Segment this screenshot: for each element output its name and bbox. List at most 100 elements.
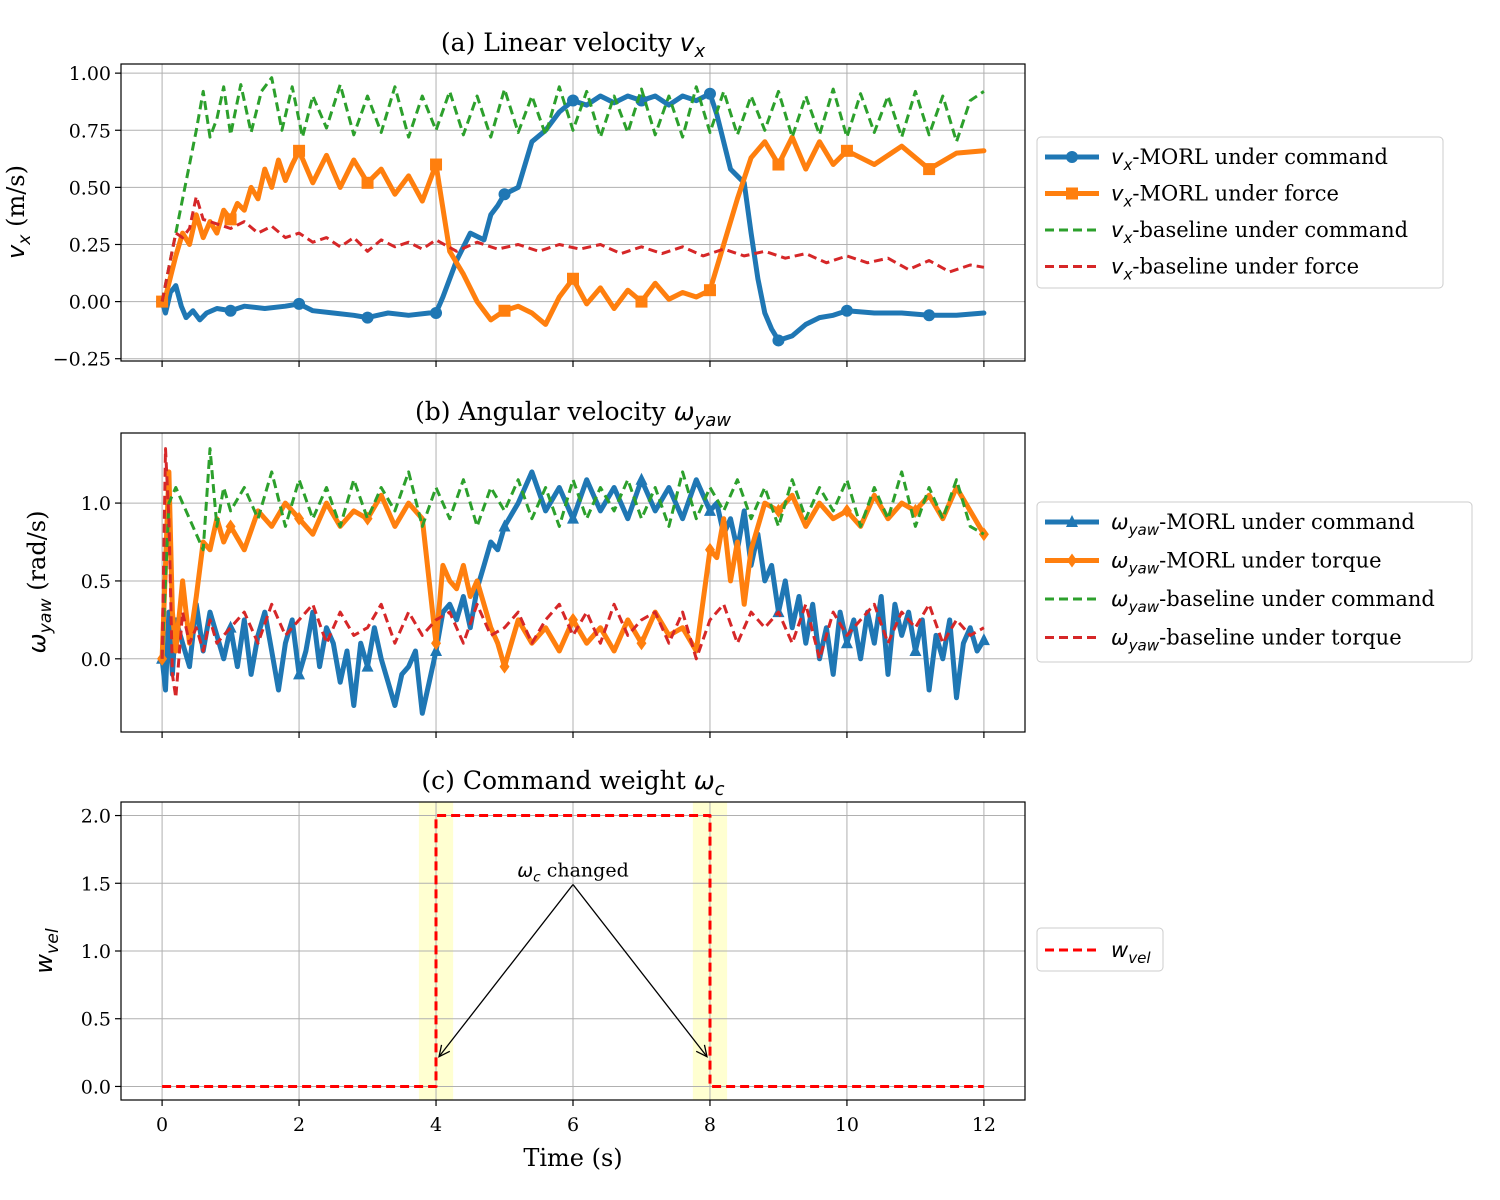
- legend-label-a-1: vx-MORL under force: [1111, 182, 1339, 211]
- panel-a-legend-box: [1036, 136, 1444, 289]
- ytick-label-1: 0.00: [69, 292, 111, 314]
- legend-label-b-0: ωyaw-MORL under command: [1111, 510, 1415, 539]
- panel-c-legend-box: [1036, 927, 1164, 972]
- panel-c-xticks: 0 2 4 6 8 10 12: [156, 1100, 996, 1136]
- series-marker-a-1-41: [567, 272, 579, 285]
- series-marker-a-1-56: [772, 158, 785, 171]
- ytick-label-0: −0.25: [53, 349, 111, 371]
- series-marker-b-0-52: [498, 519, 511, 532]
- panel-a-frame: [120, 63, 1026, 362]
- panel-b-yticks: 0.0 0.5 1.0: [81, 493, 121, 671]
- ytick-label-2: 1.0: [81, 493, 111, 515]
- ytick-label-0: 0.0: [81, 1076, 111, 1098]
- series-marker-a-1-0: [156, 295, 169, 308]
- xtick-label-6: 12: [972, 1114, 996, 1136]
- legend-marker-b-1: [1067, 553, 1077, 568]
- legend-label-a-2: vx-baseline under command: [1111, 218, 1408, 247]
- series-marker-a-0-18: [361, 311, 374, 324]
- series-marker-b-0-32: [361, 659, 374, 672]
- panel-a-title: (a) Linear velocity vx: [441, 28, 706, 62]
- panel-a-yticks: −0.25 0.00 0.25 0.50 0.75 1.00: [53, 63, 121, 371]
- panel-b-ylabel: ωyaw (rad/s): [23, 511, 56, 654]
- panel-b-title: (b) Angular velocity ωyaw: [415, 397, 731, 431]
- xtick-label-4: 8: [704, 1114, 716, 1136]
- series-marker-a-1-36: [498, 304, 511, 317]
- xtick-label-3: 6: [567, 1114, 579, 1136]
- series-marker-b-1-47: [636, 636, 647, 651]
- series-marker-a-0-14: [293, 297, 306, 310]
- annotation-label: ωc changed: [517, 860, 629, 886]
- panel-c: ωc changed 0.0 0.5 1.0 1.5 2.0 0 2 4 6 8 10 12 (c)…: [30, 766, 1164, 1172]
- legend-marker-a-0: [1066, 151, 1078, 163]
- panel-c-ylabel: wvel: [30, 928, 63, 973]
- series-marker-a-0-10: [224, 304, 237, 317]
- series-marker-b-0-62: [635, 472, 648, 485]
- annotation-arrow-1: [572, 884, 708, 1058]
- xtick-label-5: 10: [835, 1114, 859, 1136]
- series-marker-b-0-97: [909, 644, 922, 657]
- panel-a-series: [156, 76, 987, 347]
- series-line-b-2: [160, 447, 985, 659]
- legend-label-c-0: wvel: [1111, 938, 1151, 967]
- xtick-label-2: 4: [430, 1114, 442, 1136]
- ytick-label-2: 0.25: [69, 234, 111, 256]
- series-line-b-1: [159, 469, 987, 670]
- panel-c-legend: wvel: [1036, 927, 1164, 972]
- series-marker-a-1-21: [293, 144, 306, 157]
- ytick-label-3: 1.5: [81, 873, 111, 895]
- panel-c-title: (c) Command weight ωc: [421, 766, 724, 800]
- series-marker-b-0-107: [977, 633, 990, 646]
- legend-label-b-1: ωyaw-MORL under torque: [1111, 549, 1382, 578]
- panel-b-frame: [120, 432, 1026, 733]
- legend-label-a-3: vx-baseline under force: [1111, 255, 1359, 284]
- legend-label-b-2: ωyaw-baseline under command: [1111, 587, 1435, 616]
- annotation-arrow-0: [438, 884, 574, 1058]
- xtick-label-0: 0: [156, 1114, 168, 1136]
- series-line-b-0: [159, 469, 987, 716]
- series-marker-a-0-29: [498, 188, 511, 201]
- legend-label-a-0: vx-MORL under command: [1111, 145, 1388, 174]
- series-marker-b-1-37: [499, 659, 510, 674]
- legend-label-b-3: ωyaw-baseline under torque: [1111, 626, 1402, 655]
- ytick-label-2: 1.0: [81, 941, 111, 963]
- annotation-arrowhead-0: [438, 1044, 451, 1058]
- legend-marker-b-0: [1066, 515, 1078, 527]
- panel-a: −0.25 0.00 0.25 0.50 0.75 1.00 (a) Linear vel…: [2, 28, 1444, 371]
- series-marker-b-1-42: [568, 612, 578, 627]
- panel-c-annotation: ωc changed: [438, 860, 708, 1058]
- panel-c-frame: [120, 801, 1026, 1101]
- series-marker-b-1-65: [841, 503, 852, 518]
- series-marker-a-0-57: [840, 304, 853, 317]
- ytick-label-4: 2.0: [81, 806, 111, 828]
- series-marker-b-1-27: [431, 636, 442, 651]
- series-marker-b-1-12: [225, 519, 236, 534]
- panel-b: 0.0 0.5 1.0 (b) Angular velocity ωyaw ωyaw…: [23, 397, 1473, 738]
- series-marker-a-0-52: [772, 334, 785, 347]
- series-marker-a-1-26: [361, 176, 374, 189]
- series-line-a-3: [160, 195, 985, 302]
- series-marker-b-0-87: [840, 636, 853, 649]
- panel-c-series: [162, 814, 984, 1088]
- series-marker-b-0-67: [703, 503, 716, 516]
- series-line-b-3: [160, 447, 985, 700]
- series-marker-a-1-31: [430, 158, 443, 171]
- series-marker-a-0-34: [567, 94, 579, 107]
- legend-marker-a-1: [1066, 187, 1078, 200]
- panel-a-xticks: [161, 361, 985, 367]
- panel-a-ylabel: vx (m/s): [2, 165, 35, 259]
- series-marker-b-1-0: [157, 651, 168, 666]
- series-marker-a-1-64: [923, 163, 936, 176]
- panel-c-xlabel: Time (s): [523, 1144, 622, 1172]
- series-marker-b-0-22: [293, 667, 306, 680]
- panel-c-yticks: 0.0 0.5 1.0 1.5 2.0: [81, 806, 121, 1098]
- series-marker-b-1-17: [294, 511, 305, 526]
- panel-b-xticks: [161, 732, 985, 738]
- series-line-a-2: [160, 76, 985, 302]
- series-marker-a-1-61: [840, 144, 853, 157]
- series-marker-a-1-46: [635, 295, 648, 308]
- series-marker-a-0-44: [703, 87, 716, 100]
- series-marker-b-1-52: [704, 542, 715, 557]
- series-marker-a-0-22: [430, 307, 443, 320]
- panel-b-legend: ωyaw-MORL under command ωyaw-MORL under t…: [1036, 501, 1473, 663]
